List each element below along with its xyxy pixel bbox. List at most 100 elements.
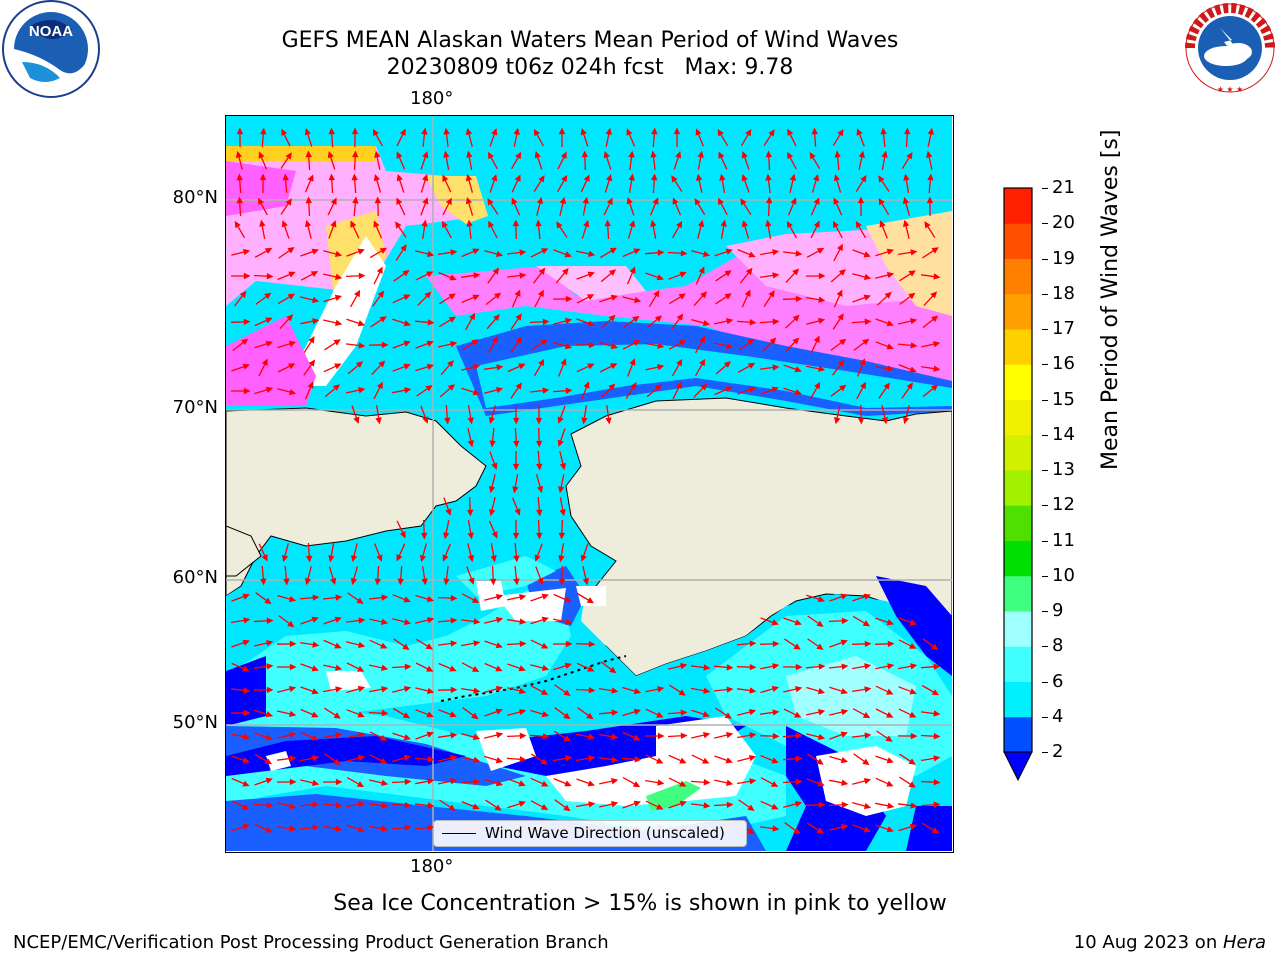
wave-arrow-head bbox=[588, 755, 596, 762]
wave-arrow-head bbox=[404, 387, 412, 394]
wave-arrow-head bbox=[357, 248, 365, 255]
wave-arrow-head bbox=[489, 509, 496, 517]
wave-arrow-head bbox=[288, 271, 296, 278]
wave-arrow-head bbox=[335, 273, 343, 280]
wave-arrow-head bbox=[540, 248, 549, 255]
wave-arrow-head bbox=[490, 555, 497, 563]
wave-arrow-head bbox=[468, 577, 475, 585]
wave-arrow-head bbox=[886, 826, 894, 833]
wave-arrow-head bbox=[243, 387, 251, 395]
nws-logo: ★ ★ ★ bbox=[1176, 0, 1280, 104]
wave-arrow-head bbox=[886, 780, 894, 787]
wave-arrow-head bbox=[885, 735, 893, 742]
wave-arrow-head bbox=[380, 642, 388, 649]
wave-arrow-head bbox=[265, 386, 274, 393]
wave-arrow-head bbox=[703, 664, 711, 671]
wave-arrow-head bbox=[768, 290, 775, 298]
wave-arrow-head bbox=[680, 709, 688, 716]
wave-arrow-head bbox=[289, 710, 297, 717]
wave-arrow-head bbox=[839, 338, 847, 346]
wave-arrow-head bbox=[931, 827, 939, 834]
wave-arrow-head bbox=[680, 662, 688, 670]
wave-arrow-head bbox=[375, 417, 382, 425]
colorbar-block bbox=[1004, 505, 1032, 541]
wave-arrow-head bbox=[377, 290, 385, 298]
wave-arrow-head bbox=[535, 219, 542, 227]
wave-arrow-head bbox=[288, 802, 297, 810]
wave-arrow-head bbox=[749, 663, 757, 671]
wave-arrow-head bbox=[813, 173, 820, 182]
wave-arrow-head bbox=[609, 666, 617, 674]
wave-arrow-head bbox=[495, 685, 504, 693]
wave-arrow-head bbox=[379, 734, 388, 741]
wave-arrow-head bbox=[557, 416, 564, 424]
wave-arrow-head bbox=[565, 640, 573, 648]
wave-arrow-head bbox=[541, 664, 550, 672]
wave-arrow-head bbox=[427, 617, 435, 624]
wave-arrow-head bbox=[519, 618, 527, 625]
wave-arrow-head bbox=[265, 711, 274, 718]
wave-arrow-head bbox=[768, 129, 775, 137]
wave-arrow-head bbox=[609, 363, 618, 370]
wave-arrow-head bbox=[312, 801, 320, 808]
wave-arrow-head bbox=[538, 358, 545, 367]
wave-arrow-head bbox=[472, 294, 480, 301]
wave-arrow-head bbox=[908, 642, 917, 649]
wave-arrow-head bbox=[933, 341, 941, 348]
wave-arrow-head bbox=[426, 596, 435, 603]
wave-arrow-head bbox=[541, 780, 549, 787]
wave-arrow-head bbox=[495, 665, 503, 672]
wave-arrow-head bbox=[887, 640, 895, 648]
wave-arrow-head bbox=[424, 291, 432, 299]
wave-arrow-head bbox=[933, 801, 941, 808]
colorbar-tick-mark bbox=[1042, 188, 1048, 189]
wave-arrow-head bbox=[425, 643, 433, 650]
wave-arrow-head bbox=[381, 825, 389, 832]
wave-arrow-head bbox=[792, 337, 800, 345]
wave-arrow-head bbox=[841, 617, 849, 625]
wave-arrow-head bbox=[330, 577, 337, 586]
wave-arrow-head bbox=[818, 296, 826, 303]
wave-arrow-head bbox=[582, 578, 590, 586]
wave-arrow-head bbox=[445, 508, 452, 516]
wave-arrow-head bbox=[909, 823, 918, 830]
wave-arrow-head bbox=[281, 128, 288, 136]
wave-arrow-head bbox=[586, 712, 594, 720]
wave-arrow-head bbox=[564, 780, 572, 787]
wave-arrow-head bbox=[656, 803, 664, 810]
wave-arrow-head bbox=[334, 642, 342, 649]
wave-arrow-head bbox=[652, 197, 659, 205]
wave-arrow-head bbox=[266, 617, 274, 624]
wave-arrow-head bbox=[558, 578, 566, 586]
wave-arrow-head bbox=[495, 616, 504, 624]
wave-arrow-head bbox=[422, 197, 429, 205]
wave-arrow-head bbox=[908, 292, 916, 300]
wave-arrow-head bbox=[330, 220, 337, 228]
wave-arrow-head bbox=[880, 127, 887, 135]
wave-arrow-head bbox=[514, 174, 521, 182]
wave-arrow-head bbox=[540, 758, 548, 765]
wave-arrow-head bbox=[611, 709, 619, 716]
wave-arrow-head bbox=[886, 248, 895, 255]
wave-arrow-head bbox=[564, 662, 573, 669]
wave-arrow-head bbox=[519, 594, 527, 601]
wave-arrow-head bbox=[927, 127, 934, 135]
wave-arrow-head bbox=[381, 802, 389, 809]
wave-arrow-head bbox=[878, 175, 885, 183]
wave-arrow-head bbox=[856, 128, 863, 136]
wave-arrow-head bbox=[611, 801, 619, 808]
wave-arrow-head bbox=[859, 358, 866, 366]
wave-arrow-head bbox=[610, 342, 619, 350]
wave-arrow-head bbox=[357, 754, 366, 762]
wave-arrow-head bbox=[748, 708, 757, 716]
wave-arrow-head bbox=[242, 757, 251, 764]
wave-arrow-head bbox=[426, 711, 434, 718]
wave-arrow-head bbox=[789, 173, 796, 181]
wave-arrow-head bbox=[403, 754, 412, 761]
wave-arrow-head bbox=[450, 686, 458, 694]
wave-arrow-head bbox=[834, 417, 841, 425]
wave-arrow-head bbox=[772, 709, 780, 716]
colorbar bbox=[1003, 187, 1033, 782]
wave-arrow-head bbox=[587, 665, 595, 672]
wave-arrow-head bbox=[259, 219, 266, 227]
